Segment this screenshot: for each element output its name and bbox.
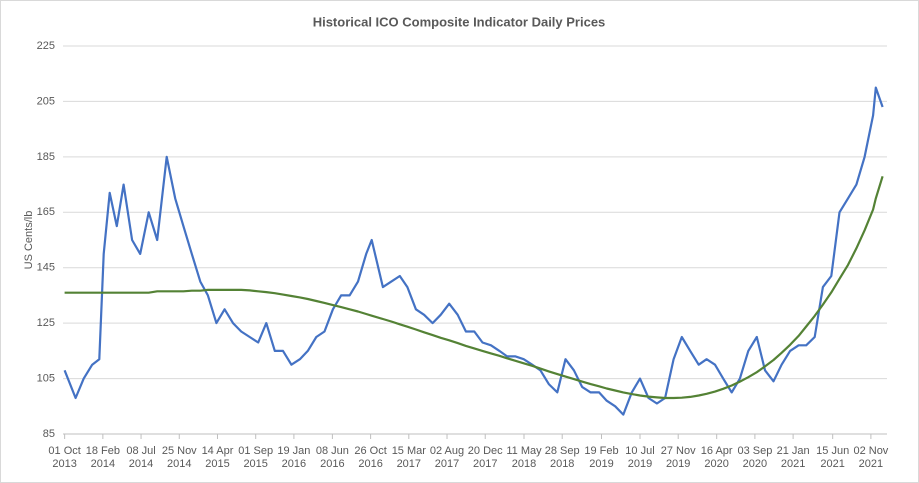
x-tick-label: 20 Dec 2017 xyxy=(467,445,503,470)
x-tick-label: 16 Apr 2020 xyxy=(700,445,733,470)
series-line xyxy=(64,175,884,400)
series-line xyxy=(63,86,884,416)
chart-title: Historical ICO Composite Indicator Daily… xyxy=(313,14,606,29)
y-tick-label: 125 xyxy=(37,317,55,329)
x-tick-label: 18 Feb 2014 xyxy=(85,445,120,470)
x-tick-label: 21 Jan 2021 xyxy=(776,445,810,470)
x-tick-label: 01 Oct 2013 xyxy=(48,445,81,470)
y-tick-label: 225 xyxy=(37,40,55,52)
x-tick-label: 19 Feb 2019 xyxy=(584,445,619,470)
x-tick-label: 28 Sep 2018 xyxy=(544,445,580,470)
x-tick-label: 11 May 2018 xyxy=(506,445,542,470)
x-tick-label: 10 Jul 2019 xyxy=(625,445,655,470)
x-tick-label: 03 Sep 2020 xyxy=(737,445,773,470)
x-tick-label: 19 Jan 2016 xyxy=(277,445,311,470)
y-tick-label: 85 xyxy=(43,428,55,440)
x-tick-label: 15 Jun 2021 xyxy=(816,445,850,470)
x-tick-label: 25 Nov 2014 xyxy=(161,445,197,470)
y-tick-label: 165 xyxy=(37,206,55,218)
y-tick-label: 145 xyxy=(37,262,55,274)
y-tick-label: 205 xyxy=(37,95,55,107)
y-tick-label: 105 xyxy=(37,372,55,384)
x-tick-label: 02 Nov 2021 xyxy=(853,445,889,470)
x-tick-label: 27 Nov 2019 xyxy=(660,445,696,470)
y-axis-label: US Cents/lb xyxy=(23,211,35,270)
x-tick-label: 01 Sep 2015 xyxy=(238,445,274,470)
x-tick-label: 02 Aug 2017 xyxy=(429,445,465,470)
x-tick-label: 14 Apr 2015 xyxy=(201,445,234,470)
x-tick-label: 08 Jun 2016 xyxy=(315,445,349,470)
x-tick-label: 26 Oct 2016 xyxy=(354,445,387,470)
x-tick-label: 15 Mar 2017 xyxy=(391,445,426,470)
y-tick-label: 185 xyxy=(37,151,55,163)
x-tick-label: 08 Jul 2014 xyxy=(126,445,156,470)
